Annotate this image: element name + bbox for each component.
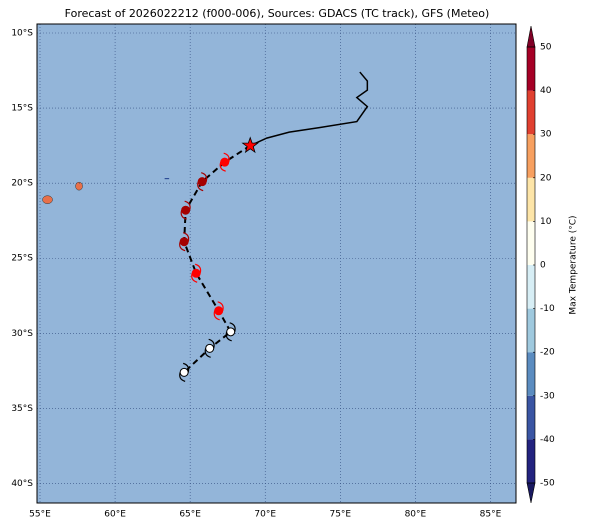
cyclone-eye: [191, 268, 201, 278]
current-position: [241, 136, 259, 154]
colorbar-tick-label: -50: [540, 479, 555, 489]
x-tick-label: 70°E: [254, 510, 276, 520]
cyclone-marker: [180, 200, 191, 220]
y-tick-label: 30°S: [11, 329, 33, 339]
colorbar-segment: [527, 90, 535, 135]
chart-title: Forecast of 2026022212 (f000-006), Sourc…: [65, 7, 490, 20]
colorbar-tick-label: 50: [540, 43, 552, 53]
y-tick-label: 35°S: [11, 404, 33, 414]
colorbar-tick-label: -40: [540, 435, 555, 445]
colorbar-segment: [527, 265, 535, 309]
colorbar-tick-label: -20: [540, 348, 555, 358]
cyclone-marker: [225, 322, 236, 342]
colorbar-tick-label: 40: [540, 86, 552, 96]
colorbar-segment: [527, 47, 535, 91]
colorbar-segment: [527, 352, 535, 396]
colorbar-tick-label: 20: [540, 173, 552, 183]
map-frame: [36, 23, 517, 504]
track-history: [249, 71, 369, 147]
colorbar-tick-label: 0: [540, 261, 546, 271]
colorbar-segment: [527, 134, 535, 178]
cyclone-marker: [179, 232, 190, 252]
colorbar-extend-high: [526, 25, 536, 48]
island: [42, 195, 53, 204]
cyclone-eye: [179, 367, 189, 377]
colorbar-tick-label: -10: [540, 304, 555, 314]
cyclone-eye: [220, 157, 230, 167]
forecast-track: [183, 144, 251, 374]
colorbar-tick-label: 30: [540, 130, 552, 140]
y-tick-label: 20°S: [11, 179, 33, 189]
colorbar-segment: [527, 395, 535, 440]
x-tick-label: 85°E: [480, 510, 502, 520]
x-tick-label: 60°E: [104, 510, 126, 520]
cyclone-eye: [226, 327, 236, 337]
ocean: [37, 24, 516, 503]
colorbar-segment: [527, 221, 535, 265]
colorbar-segment: [527, 177, 535, 222]
x-tick-label: 80°E: [405, 510, 427, 520]
cyclone-marker: [213, 301, 224, 321]
colorbar-label: Max Temperature (°C): [569, 215, 579, 314]
colorbar-segment: [527, 308, 535, 353]
y-tick-label: 40°S: [11, 479, 33, 489]
colorbar-tick-label: -30: [540, 391, 555, 401]
x-tick-label: 75°E: [329, 510, 351, 520]
cyclone-marker: [219, 152, 230, 172]
cyclone-marker: [179, 362, 190, 382]
colorbar-extend-low: [526, 482, 536, 504]
cyclone-marker: [197, 172, 208, 192]
island: [75, 181, 83, 191]
cyclone-eye: [179, 237, 189, 247]
cyclone-marker: [204, 338, 215, 358]
x-tick-label: 65°E: [179, 510, 201, 520]
cyclone-eye: [181, 205, 191, 215]
y-tick-label: 15°S: [11, 104, 33, 114]
x-tick-label: 55°E: [29, 510, 51, 520]
y-tick-label: 25°S: [11, 254, 33, 264]
colorbar-tick-label: 10: [540, 217, 552, 227]
cyclone-eye: [205, 343, 215, 353]
cyclone-marker: [191, 263, 202, 283]
cyclone-eye: [197, 177, 207, 187]
y-tick-label: 10°S: [11, 29, 33, 39]
cyclone-eye: [214, 306, 224, 316]
colorbar-segment: [527, 439, 535, 483]
